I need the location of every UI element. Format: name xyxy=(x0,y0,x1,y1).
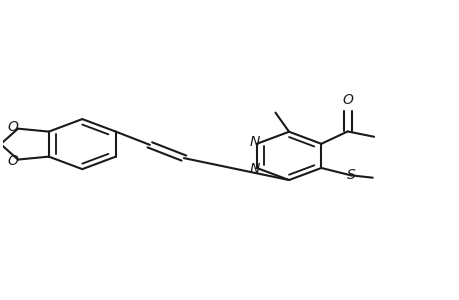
Text: O: O xyxy=(7,154,18,168)
Text: S: S xyxy=(346,168,354,182)
Text: N: N xyxy=(249,162,259,176)
Text: O: O xyxy=(7,120,18,134)
Text: O: O xyxy=(341,93,353,107)
Text: N: N xyxy=(249,135,259,149)
